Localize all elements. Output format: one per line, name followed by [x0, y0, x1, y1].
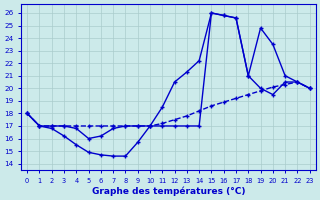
- X-axis label: Graphe des températures (°C): Graphe des températures (°C): [92, 186, 245, 196]
